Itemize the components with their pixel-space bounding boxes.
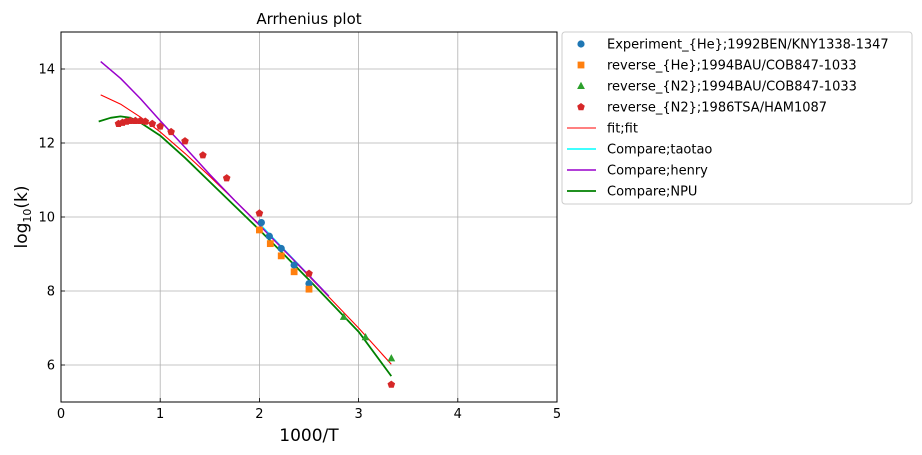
legend-entry-label: Compare;henry xyxy=(607,164,708,179)
data-point xyxy=(387,380,396,388)
y-axis-label-rest: (k) xyxy=(12,185,32,208)
data-point xyxy=(141,117,150,125)
series-line xyxy=(98,115,393,377)
legend-marker xyxy=(577,40,585,48)
x-tick-label: 4 xyxy=(454,407,462,422)
data-point xyxy=(290,268,298,276)
data-point xyxy=(305,285,313,293)
data-point xyxy=(387,354,396,362)
y-axis-label-sub: 10 xyxy=(21,209,34,223)
y-tick-label: 14 xyxy=(38,63,55,78)
data-point xyxy=(167,127,175,136)
y-axis-label-base: log xyxy=(12,223,32,249)
data-point xyxy=(181,137,189,145)
data-point xyxy=(305,280,313,288)
data-point xyxy=(222,174,231,182)
y-tick-label: 12 xyxy=(38,137,55,152)
x-tick-label: 0 xyxy=(57,407,65,422)
x-tick-label: 2 xyxy=(255,407,263,422)
y-tick-label: 8 xyxy=(47,285,55,300)
x-axis-label: 1000/T xyxy=(279,426,339,446)
legend: Experiment_{He};1992BEN/KNY1338-1347reve… xyxy=(561,31,913,205)
data-point xyxy=(131,116,140,124)
scatter-series-group xyxy=(114,116,396,388)
data-point xyxy=(277,252,285,260)
data-point xyxy=(277,244,285,253)
data-point xyxy=(266,240,274,248)
legend-box xyxy=(561,31,913,205)
x-tick-label: 1 xyxy=(156,407,164,422)
line-series-group xyxy=(98,61,393,377)
data-point xyxy=(255,209,264,217)
data-point xyxy=(257,218,265,227)
y-tick-label: 10 xyxy=(38,211,55,226)
data-point xyxy=(305,269,313,277)
x-tick-label: 3 xyxy=(354,407,362,422)
legend-entry-label: reverse_{N2};1986TSA/HAM1087 xyxy=(607,101,827,116)
legend-entry-label: Experiment_{He};1992BEN/KNY1338-1347 xyxy=(607,38,889,53)
legend-marker xyxy=(577,61,585,69)
series-line xyxy=(100,61,330,297)
data-point xyxy=(156,122,164,130)
data-point xyxy=(199,151,207,159)
legend-entry-label: Compare;taotao xyxy=(607,143,712,158)
data-point xyxy=(148,119,157,127)
x-tick-label: 5 xyxy=(553,407,561,422)
data-point xyxy=(265,232,273,240)
legend-entry-label: reverse_{He};1994BAU/COB847-1033 xyxy=(607,59,857,74)
y-axis-label: log10(k) xyxy=(12,185,34,248)
legend-entry-label: fit;fit xyxy=(607,122,638,137)
legend-marker xyxy=(577,81,585,89)
legend-entry-label: Compare;NPU xyxy=(607,185,697,200)
data-point xyxy=(339,312,348,320)
data-point xyxy=(126,116,135,124)
legend-marker xyxy=(577,103,585,111)
grid xyxy=(60,32,558,402)
chart-title: Arrhenius plot xyxy=(256,10,361,28)
y-tick-label: 6 xyxy=(47,359,55,374)
data-point xyxy=(361,333,370,341)
data-point xyxy=(256,226,263,234)
data-point xyxy=(290,261,298,269)
legend-entry-label: reverse_{N2};1994BAU/COB847-1033 xyxy=(607,80,857,95)
series-line xyxy=(100,94,392,365)
